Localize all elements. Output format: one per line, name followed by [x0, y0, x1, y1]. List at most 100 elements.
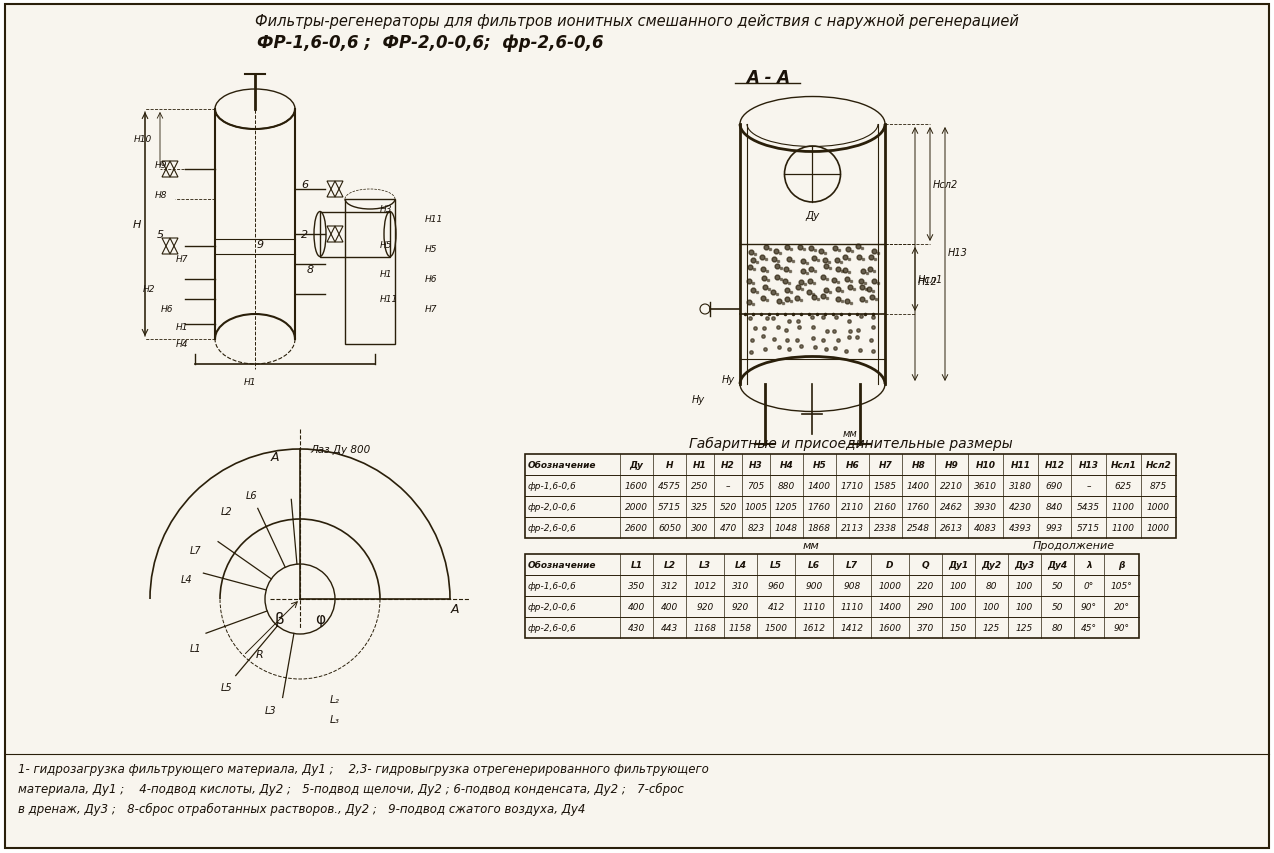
- Text: 1005: 1005: [744, 502, 767, 512]
- Text: 6050: 6050: [657, 524, 682, 532]
- Text: 2600: 2600: [626, 524, 648, 532]
- Text: 50: 50: [1052, 602, 1064, 612]
- Text: фр-1,6-0,6: фр-1,6-0,6: [527, 481, 577, 490]
- Text: 100: 100: [1015, 602, 1033, 612]
- Text: 443: 443: [661, 624, 678, 632]
- Text: 960: 960: [767, 581, 785, 590]
- Text: L6: L6: [246, 490, 257, 500]
- Text: 310: 310: [731, 581, 749, 590]
- Text: 840: 840: [1046, 502, 1063, 512]
- Text: 90°: 90°: [1113, 624, 1130, 632]
- Text: в дренаж, Ду3 ;   8-сброс отработанных растворов., Ду2 ;   9-подвод сжатого возд: в дренаж, Ду3 ; 8-сброс отработанных рас…: [18, 802, 585, 815]
- Text: Н10: Н10: [976, 461, 995, 469]
- Text: 350: 350: [628, 581, 645, 590]
- Text: 625: 625: [1115, 481, 1133, 490]
- Text: 1760: 1760: [907, 502, 930, 512]
- Text: Н8: Н8: [912, 461, 925, 469]
- Text: фр-1,6-0,6: фр-1,6-0,6: [527, 581, 577, 590]
- Text: L2: L2: [220, 507, 232, 516]
- Text: Н2: Н2: [143, 285, 155, 294]
- Text: 1868: 1868: [808, 524, 831, 532]
- Text: L7: L7: [846, 560, 857, 569]
- Text: 1000: 1000: [1147, 502, 1170, 512]
- Text: Н5: Н5: [813, 461, 827, 469]
- Text: φ: φ: [315, 612, 325, 627]
- Text: 125: 125: [1015, 624, 1033, 632]
- Text: 430: 430: [628, 624, 645, 632]
- Text: 412: 412: [767, 602, 785, 612]
- Text: L7: L7: [190, 546, 201, 556]
- Text: Н6: Н6: [161, 305, 173, 314]
- Text: 690: 690: [1046, 481, 1063, 490]
- Text: 4083: 4083: [975, 524, 998, 532]
- Text: β: β: [1119, 560, 1125, 569]
- Text: 993: 993: [1046, 524, 1063, 532]
- Text: L6: L6: [808, 560, 820, 569]
- Text: 100: 100: [982, 602, 1000, 612]
- Text: L3: L3: [699, 560, 711, 569]
- Text: 1012: 1012: [693, 581, 716, 590]
- Text: Н5: Н5: [380, 241, 392, 249]
- Text: Ду2: Ду2: [981, 560, 1001, 569]
- Text: L2: L2: [664, 560, 675, 569]
- Text: Ду4: Ду4: [1047, 560, 1068, 569]
- Text: L3: L3: [265, 705, 276, 716]
- Text: 520: 520: [720, 502, 736, 512]
- Text: 1000: 1000: [1147, 524, 1170, 532]
- Text: Н13: Н13: [1079, 461, 1098, 469]
- Text: Н9: Н9: [944, 461, 958, 469]
- Text: 2462: 2462: [940, 502, 963, 512]
- Text: Н: Н: [666, 461, 673, 469]
- Text: 2613: 2613: [940, 524, 963, 532]
- Bar: [345, 200, 395, 345]
- Text: 2160: 2160: [874, 502, 897, 512]
- Text: 1400: 1400: [879, 602, 902, 612]
- Text: Ну: Ну: [722, 374, 735, 385]
- Text: λ: λ: [1087, 560, 1092, 569]
- Text: 920: 920: [697, 602, 713, 612]
- Text: мм: мм: [843, 428, 857, 438]
- Text: 1412: 1412: [841, 624, 864, 632]
- Text: 920: 920: [731, 602, 749, 612]
- Text: 875: 875: [1150, 481, 1167, 490]
- Text: 100: 100: [950, 581, 967, 590]
- Text: 0°: 0°: [1084, 581, 1094, 590]
- Text: 50: 50: [1052, 581, 1064, 590]
- Text: 105°: 105°: [1111, 581, 1133, 590]
- Text: Лаз Ду 800: Лаз Ду 800: [310, 444, 371, 455]
- Text: Н4: Н4: [176, 340, 189, 349]
- Text: 400: 400: [661, 602, 678, 612]
- Text: 1100: 1100: [1112, 502, 1135, 512]
- Text: 5435: 5435: [1077, 502, 1099, 512]
- Text: 150: 150: [950, 624, 967, 632]
- Text: L4: L4: [181, 574, 192, 584]
- Text: материала, Ду1 ;    4-подвод кислоты, Ду2 ;   5-подвод щелочи, Ду2 ; 6-подвод ко: материала, Ду1 ; 4-подвод кислоты, Ду2 ;…: [18, 782, 684, 795]
- Text: 1600: 1600: [626, 481, 648, 490]
- Text: Н7: Н7: [426, 305, 437, 314]
- Text: 6: 6: [302, 180, 308, 189]
- Text: фр-2,0-0,6: фр-2,0-0,6: [527, 602, 577, 612]
- Text: 2548: 2548: [907, 524, 930, 532]
- Text: 2210: 2210: [940, 481, 963, 490]
- Text: Н: Н: [132, 220, 141, 229]
- Text: 9: 9: [256, 240, 264, 250]
- Text: 100: 100: [1015, 581, 1033, 590]
- Text: 2000: 2000: [626, 502, 648, 512]
- Text: A: A: [271, 451, 279, 464]
- Text: 20°: 20°: [1113, 602, 1130, 612]
- Text: Н11: Н11: [426, 215, 443, 224]
- Text: 1400: 1400: [808, 481, 831, 490]
- Text: 1500: 1500: [764, 624, 787, 632]
- Text: Н3: Н3: [749, 461, 763, 469]
- Text: L5: L5: [769, 560, 782, 569]
- Text: 2113: 2113: [841, 524, 864, 532]
- Text: Н2: Н2: [721, 461, 735, 469]
- Text: Ду3: Ду3: [1014, 560, 1034, 569]
- Text: Ду1: Ду1: [948, 560, 968, 569]
- Text: Н5: Н5: [426, 245, 437, 254]
- Text: Фильтры-регенераторы для фильтров ионитных смешанного действия с наружной регене: Фильтры-регенераторы для фильтров ионитн…: [255, 14, 1019, 29]
- Bar: [525, 554, 1139, 638]
- Text: Н1: Н1: [176, 323, 189, 332]
- Text: Н6: Н6: [426, 276, 437, 284]
- Text: 5715: 5715: [657, 502, 682, 512]
